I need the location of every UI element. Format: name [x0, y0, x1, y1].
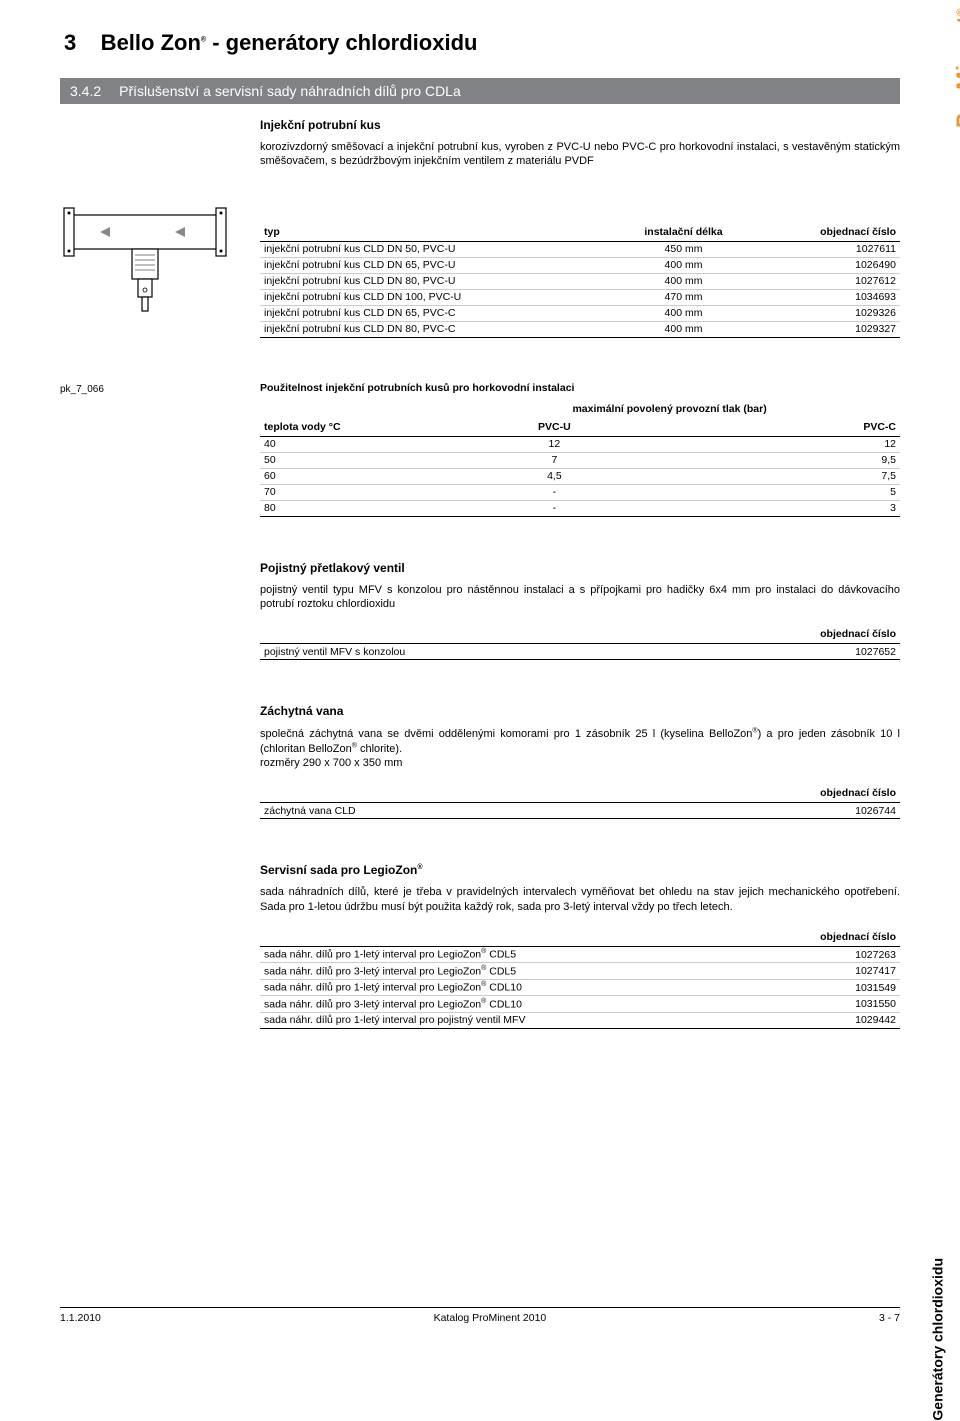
- injection-piece-diagram: [60, 180, 230, 320]
- service-table: objednací číslo sada náhr. dílů pro 1-le…: [260, 928, 900, 1029]
- footer-date: 1.1.2010: [60, 1312, 101, 1324]
- usability-subheader: maximální povolený provozní tlak (bar): [439, 400, 900, 418]
- table-row: sada náhr. dílů pro 1-letý interval pro …: [260, 1012, 900, 1028]
- table-row: injekční potrubní kus CLD DN 100, PVC-U4…: [260, 289, 900, 305]
- service-heading: Servisní sada pro LegioZon®: [260, 863, 900, 877]
- section-number: 3.4.2: [70, 83, 101, 99]
- page-footer: 1.1.2010 Katalog ProMinent 2010 3 - 7: [60, 1307, 900, 1324]
- section-header-bar: 3.4.2 Příslušenství a servisní sady náhr…: [60, 78, 900, 104]
- usability-caption: Použitelnost injekční potrubních kusů pr…: [260, 382, 900, 394]
- relief-heading: Pojistný přetlakový ventil: [260, 561, 900, 575]
- table-row: 401212: [260, 436, 900, 452]
- brand-logo: ProMinent®: [952, 8, 960, 128]
- table-row: injekční potrubní kus CLD DN 80, PVC-U40…: [260, 273, 900, 289]
- table-row: sada náhr. dílů pro 1-letý interval pro …: [260, 979, 900, 996]
- table-row: sada náhr. dílů pro 3-letý interval pro …: [260, 963, 900, 980]
- table-row: 5079,5: [260, 452, 900, 468]
- col-order: objednací číslo: [608, 784, 900, 803]
- col-pvcu: PVC-U: [439, 418, 669, 437]
- table-row: 80-3: [260, 500, 900, 516]
- tank-table: objednací číslo záchytná vana CLD1026744: [260, 784, 900, 819]
- table-row: injekční potrubní kus CLD DN 65, PVC-C40…: [260, 305, 900, 321]
- injection-heading: Injekční potrubní kus: [260, 118, 900, 132]
- table-row: pojistný ventil MFV s konzolou1027652: [260, 644, 900, 660]
- table-row: záchytná vana CLD1026744: [260, 803, 900, 819]
- col-pvcc: PVC-C: [670, 418, 900, 437]
- table-row: sada náhr. dílů pro 3-letý interval pro …: [260, 996, 900, 1013]
- table-row: injekční potrubní kus CLD DN 50, PVC-U45…: [260, 241, 900, 257]
- injection-table: typ instalační délka objednací číslo inj…: [260, 223, 900, 338]
- tank-desc: společná záchytná vana se dvěmi oddělený…: [260, 726, 900, 770]
- tank-heading: Záchytná vana: [260, 704, 900, 718]
- footer-center: Katalog ProMinent 2010: [434, 1312, 547, 1324]
- table-row: sada náhr. dílů pro 1-letý interval pro …: [260, 946, 900, 963]
- col-order: objednací číslo: [748, 928, 900, 947]
- section-title: Příslušenství a servisní sady náhradních…: [119, 83, 461, 99]
- table-row: 604,57,5: [260, 468, 900, 484]
- col-temp: teplota vody °C: [260, 418, 439, 437]
- table-row: 70-5: [260, 484, 900, 500]
- relief-table: objednací číslo pojistný ventil MFV s ko…: [260, 625, 900, 660]
- col-order: objednací číslo: [757, 223, 900, 242]
- side-category: Generátory chlordioxidu: [930, 1258, 946, 1421]
- col-order: objednací číslo: [670, 625, 900, 644]
- col-type: typ: [260, 223, 610, 242]
- footer-page: 3 - 7: [879, 1312, 900, 1324]
- injection-desc: korozivzdorný směšovací a injekční potru…: [260, 140, 900, 169]
- table-row: injekční potrubní kus CLD DN 80, PVC-C40…: [260, 321, 900, 337]
- chapter-title: 3 Bello Zon® - generátory chlordioxidu: [60, 30, 900, 56]
- figure-label: pk_7_066: [60, 384, 104, 395]
- usability-table: maximální povolený provozní tlak (bar) t…: [260, 400, 900, 517]
- service-desc: sada náhradních dílů, které je třeba v p…: [260, 885, 900, 914]
- col-length: instalační délka: [610, 223, 757, 242]
- relief-desc: pojistný ventil typu MFV s konzolou pro …: [260, 583, 900, 612]
- table-row: injekční potrubní kus CLD DN 65, PVC-U40…: [260, 257, 900, 273]
